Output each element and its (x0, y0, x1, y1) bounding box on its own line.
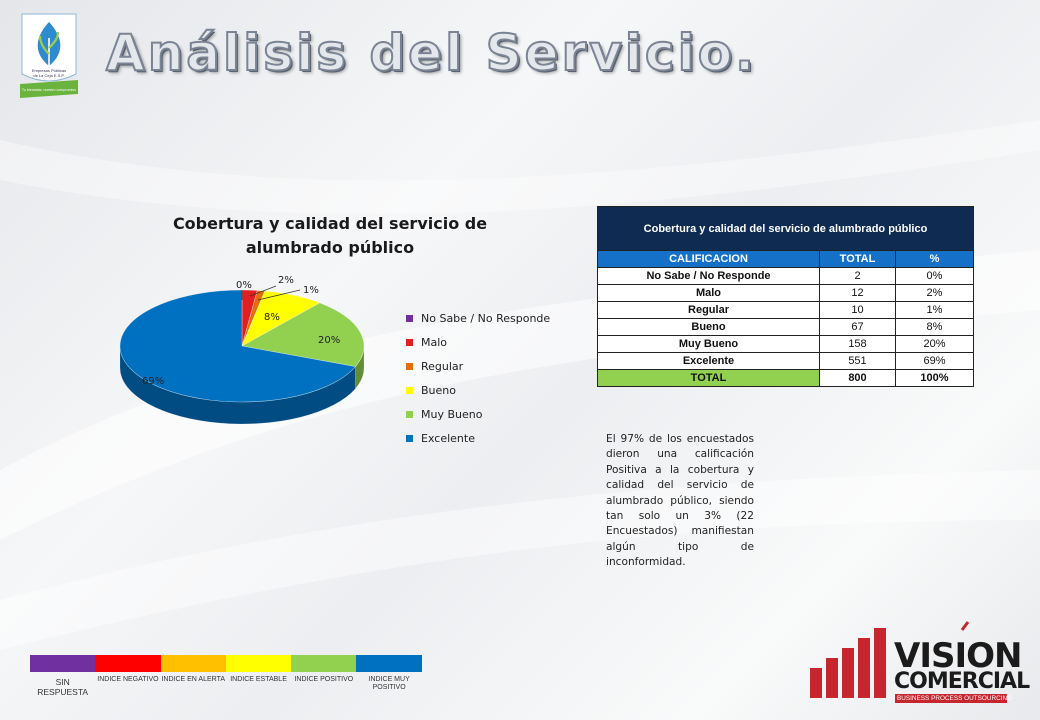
index-scale: SIN RESPUESTA INDICE NEGATIVO INDICE EN AL… (30, 655, 422, 697)
data-label: 1% (303, 285, 319, 296)
row-label: Bueno (597, 318, 820, 336)
legend-label: Malo (421, 335, 448, 349)
analysis-note: El 97% de los encuestados dieron una cal… (606, 433, 754, 569)
legend-swatch (406, 314, 413, 322)
scale-label: INDICE EN ALERTA (161, 676, 226, 683)
data-label: 20% (318, 335, 340, 346)
total-count: 800 (819, 369, 896, 387)
row-total: 2 (819, 267, 896, 285)
legend-item: Malo (406, 330, 550, 354)
row-total: 12 (819, 284, 896, 302)
legend-item: Bueno (406, 378, 550, 402)
legend-swatch (406, 434, 413, 442)
data-label-leader (249, 285, 277, 297)
table-row: Excelente 551 69% (597, 352, 974, 370)
scale-bar (225, 655, 292, 672)
brand-name-2: COMERCIAL (894, 669, 1030, 694)
legend-label: No Sabe / No Responde (421, 311, 551, 325)
vision-comercial-logo (810, 621, 970, 698)
row-percent: 2% (895, 284, 974, 302)
row-label: Excelente (597, 352, 820, 370)
scale-label: INDICE MUY POSITIVO (368, 676, 410, 691)
row-total: 67 (819, 318, 896, 336)
table-header-row: CALIFICACION TOTAL % (597, 250, 974, 268)
data-label: 69% (142, 376, 164, 387)
legend-label: Bueno (421, 383, 456, 397)
logo-caption-2: de La Ceja E.S.P. (33, 73, 64, 78)
scale-bar (95, 655, 161, 672)
scale-bar (160, 655, 226, 672)
row-label: Muy Bueno (597, 335, 820, 353)
scale-bar (30, 655, 96, 672)
table-title: Cobertura y calidad del servicio de alum… (597, 206, 974, 251)
brand-name: VISION (894, 636, 1022, 676)
scale-label: INDICE POSITIVO (294, 676, 354, 683)
data-label: 8% (264, 312, 280, 323)
table-row: No Sabe / No Responde 2 0% (597, 267, 974, 285)
scale-bars (30, 655, 422, 672)
legend-label: Muy Bueno (421, 407, 483, 421)
scale-label: INDICE NEGATIVO (97, 676, 159, 683)
data-label: 0% (236, 280, 252, 291)
logo-caption-1: Empresas Públicas (32, 68, 66, 73)
legend-label: Regular (421, 359, 464, 373)
accent-icon (960, 621, 970, 631)
table-total-row: TOTAL 800 100% (597, 369, 974, 387)
header-total: TOTAL (819, 250, 896, 268)
legend-swatch (406, 362, 413, 370)
legend-item: Muy Bueno (406, 402, 550, 426)
legend-swatch (406, 386, 413, 394)
legend-item: Regular (406, 354, 550, 378)
row-label: Malo (597, 284, 820, 302)
scale-label: INDICE ESTABLE (230, 676, 287, 683)
table-row: Malo 12 2% (597, 284, 974, 302)
row-label: Regular (597, 301, 820, 319)
table-row: Bueno 67 8% (597, 318, 974, 336)
brand-tagline: BUSINESS PROCESS OUTSOURCING (895, 694, 1013, 703)
pie-slice (241, 302, 365, 367)
row-percent: 69% (895, 352, 974, 370)
total-label: TOTAL (597, 369, 820, 387)
chart-legend: No Sabe / No Responde Malo Regular Bueno Muy… (406, 306, 550, 450)
chart-title: Cobertura y calidad del servicio de alum… (172, 214, 488, 257)
row-total: 551 (819, 352, 896, 370)
table-row: Muy Bueno 158 20% (597, 335, 974, 353)
row-total: 10 (819, 301, 896, 319)
row-total: 158 (819, 335, 896, 353)
header-calificacion: CALIFICACION (597, 250, 820, 268)
header-percent: % (895, 250, 974, 268)
legend-swatch (406, 410, 413, 418)
page-title: Análisis del Servicio. (105, 23, 758, 83)
data-label-leader (257, 289, 301, 301)
results-table: Cobertura y calidad del servicio de alum… (597, 206, 974, 387)
scale-label: SIN RESPUESTA (37, 677, 89, 697)
row-label: No Sabe / No Responde (597, 267, 820, 285)
legend-label: Excelente (421, 431, 475, 445)
scale-bar (291, 655, 357, 672)
legend-item: No Sabe / No Responde (406, 306, 550, 330)
logo-badge: Tu bienestar, nuestro compromiso (22, 88, 76, 92)
pie-slice (119, 289, 357, 403)
row-percent: 0% (895, 267, 974, 285)
company-logo: Empresas Públicas de La Ceja E.S.P. Tu b… (14, 8, 84, 100)
row-percent: 1% (895, 301, 974, 319)
row-percent: 20% (895, 335, 974, 353)
table-row: Regular 10 1% (597, 301, 974, 319)
scale-bar (356, 655, 422, 672)
scale-labels: SIN RESPUESTA INDICE NEGATIVO INDICE EN AL… (30, 676, 422, 697)
legend-swatch (406, 338, 413, 346)
legend-item: Excelente (406, 426, 550, 450)
data-label: 2% (278, 275, 294, 286)
row-percent: 8% (895, 318, 974, 336)
total-percent: 100% (895, 369, 974, 387)
pie-chart: 0% 2% 1% 8% 20% 69% (119, 275, 365, 425)
